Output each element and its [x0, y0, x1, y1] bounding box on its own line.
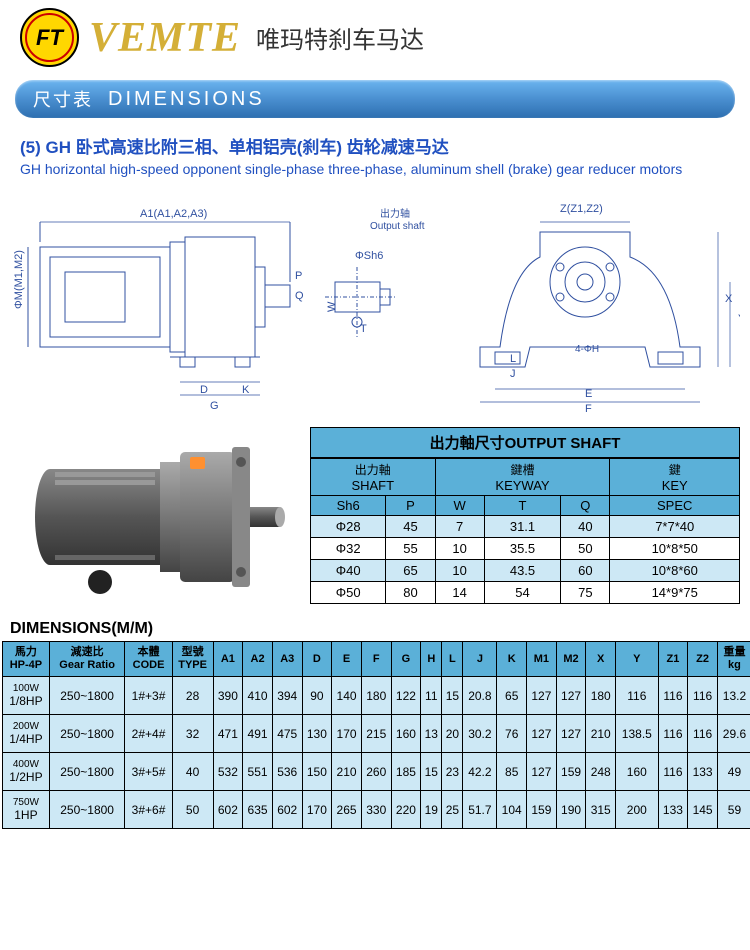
svg-text:Output shaft: Output shaft — [370, 221, 425, 232]
svg-text:F: F — [585, 403, 592, 415]
table-row: 750W1HP250~18003#+6#50602635602170265330… — [3, 791, 750, 829]
svg-text:G: G — [210, 400, 219, 412]
dimensions-banner: 尺寸表 DIMENSIONS — [15, 80, 735, 118]
section-title-cn: (5) GH 卧式高速比附三相、单相铝壳(刹车) 齿轮减速马达 — [20, 133, 730, 158]
svg-text:P: P — [295, 270, 302, 282]
svg-text:J: J — [510, 368, 516, 380]
svg-text:L: L — [510, 353, 516, 365]
output-table-title: 出力軸尺寸OUTPUT SHAFT — [310, 427, 740, 458]
dimensions-label: DIMENSIONS(M/M) — [0, 612, 750, 641]
logo-text: FT — [36, 25, 63, 51]
svg-text:Q: Q — [295, 290, 304, 302]
svg-text:出力轴: 出力轴 — [380, 207, 410, 220]
banner-en: DIMENSIONS — [108, 88, 265, 111]
svg-text:ΦM(M1,M2): ΦM(M1,M2) — [13, 250, 25, 309]
technical-drawing: A1(A1,A2,A3) ΦM(M1,M2) G D K P Q T W ΦSh… — [10, 187, 740, 417]
table-row: Φ508014547514*9*75 — [311, 582, 740, 604]
svg-text:E: E — [585, 388, 592, 400]
section-heading: (5) GH 卧式高速比附三相、单相铝壳(刹车) 齿轮减速马达 GH horiz… — [0, 123, 750, 182]
svg-text:K: K — [242, 384, 250, 396]
brand-name: VEMTE — [89, 14, 241, 62]
table-row: Φ40651043.56010*8*60 — [311, 560, 740, 582]
output-shaft-table: 出力軸尺寸OUTPUT SHAFT 出力軸SHAFT 鍵槽KEYWAY 鍵KEY… — [310, 427, 740, 604]
svg-text:ΦSh6: ΦSh6 — [355, 250, 383, 262]
logo-badge: FT — [20, 8, 79, 67]
svg-text:X: X — [725, 293, 733, 305]
main-dimensions-table: 馬力HP-4P 減速比Gear Ratio 本體CODE 型號TYPE A1A2… — [2, 641, 750, 829]
svg-text:D: D — [200, 384, 208, 396]
banner-cn: 尺寸表 — [33, 86, 93, 112]
svg-text:Z(Z1,Z2): Z(Z1,Z2) — [560, 203, 603, 215]
svg-text:Y: Y — [738, 313, 740, 325]
header: FT VEMTE 唯玛特刹车马达 — [0, 0, 750, 75]
svg-text:A1(A1,A2,A3): A1(A1,A2,A3) — [140, 208, 207, 220]
table-row: 100W1/8HP250~18001#+3#283904103949014018… — [3, 677, 750, 715]
product-photo — [10, 427, 300, 607]
svg-text:T: T — [360, 323, 367, 335]
section-title-en: GH horizontal high-speed opponent single… — [20, 161, 730, 177]
svg-text:W: W — [326, 301, 338, 312]
table-row: 200W1/4HP250~18002#+4#324714914751301702… — [3, 715, 750, 753]
svg-text:4-ΦH: 4-ΦH — [575, 344, 599, 355]
brand-name-cn: 唯玛特刹车马达 — [256, 20, 424, 55]
table-row: Φ2845731.1407*7*40 — [311, 516, 740, 538]
table-row: Φ32551035.55010*8*50 — [311, 538, 740, 560]
table-row: 400W1/2HP250~18003#+5#405325515361502102… — [3, 753, 750, 791]
